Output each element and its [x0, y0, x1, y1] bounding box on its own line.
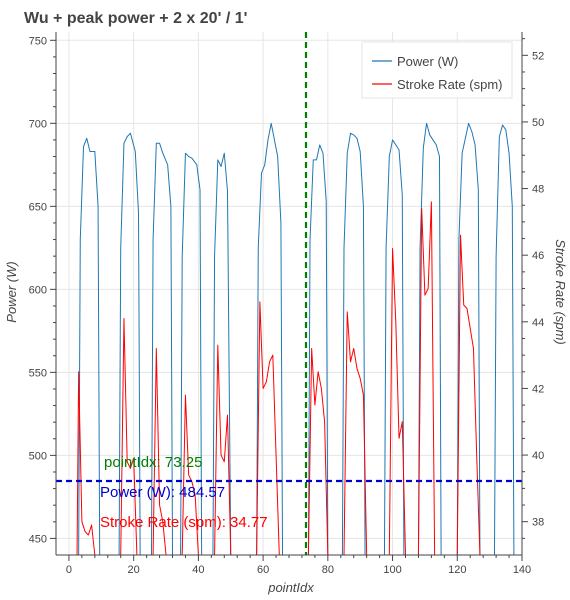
- y-tick-label-700: 700: [29, 118, 47, 130]
- y2-tick-label-40: 40: [532, 450, 544, 462]
- chart-title: Wu + peak power + 2 x 20' / 1': [24, 10, 247, 27]
- x-tick-label-60: 60: [257, 564, 269, 576]
- crosshair-annotations: pointIdx: 73.25 Power (W): 484.57 Stroke…: [100, 454, 268, 531]
- y-axis-label: Power (W): [4, 261, 19, 322]
- y-tick-label-550: 550: [29, 367, 47, 379]
- x-tick-label-40: 40: [192, 564, 204, 576]
- y2-tick-label-42: 42: [532, 383, 544, 395]
- crosshair-x-readout: pointIdx: 73.25: [104, 454, 202, 471]
- legend-label-stroke-rate: Stroke Rate (spm): [397, 77, 502, 92]
- y2-tick-label-48: 48: [532, 184, 544, 196]
- x-tick-label-100: 100: [383, 564, 401, 576]
- y-tick-label-750: 750: [29, 35, 47, 47]
- y2-axis-label: Stroke Rate (spm): [553, 239, 568, 344]
- crosshair-y2-readout: Stroke Rate (spm): 34.77: [100, 514, 268, 531]
- x-tick-label-120: 120: [448, 564, 466, 576]
- y-tick-label-450: 450: [29, 533, 47, 545]
- y2-tick-label-38: 38: [532, 517, 544, 529]
- x-tick-label-140: 140: [513, 564, 531, 576]
- plot-area: [56, 32, 522, 555]
- x-tick-label-20: 20: [128, 564, 140, 576]
- y2-tick-label-44: 44: [532, 317, 544, 329]
- legend: Power (W) Stroke Rate (spm): [361, 41, 513, 99]
- x-tick-label-0: 0: [66, 564, 72, 576]
- grid: [56, 32, 523, 555]
- x-axis-label: pointIdx: [267, 580, 314, 595]
- legend-label-power: Power (W): [397, 54, 458, 69]
- y-tick-label-650: 650: [29, 201, 47, 213]
- y-tick-label-600: 600: [29, 284, 47, 296]
- y2-tick-label-50: 50: [532, 117, 544, 129]
- crosshair: [56, 32, 522, 555]
- y2-tick-label-46: 46: [532, 250, 544, 262]
- y-tick-label-500: 500: [29, 450, 47, 462]
- legend-box: [361, 41, 513, 99]
- axes: 0 20 40 60 80 100 120 140 450 500 550 600 650 700 750 3…: [29, 32, 544, 576]
- y2-tick-label-52: 52: [532, 50, 544, 62]
- x-tick-label-80: 80: [322, 564, 334, 576]
- crosshair-y-readout: Power (W): 484.57: [100, 484, 225, 501]
